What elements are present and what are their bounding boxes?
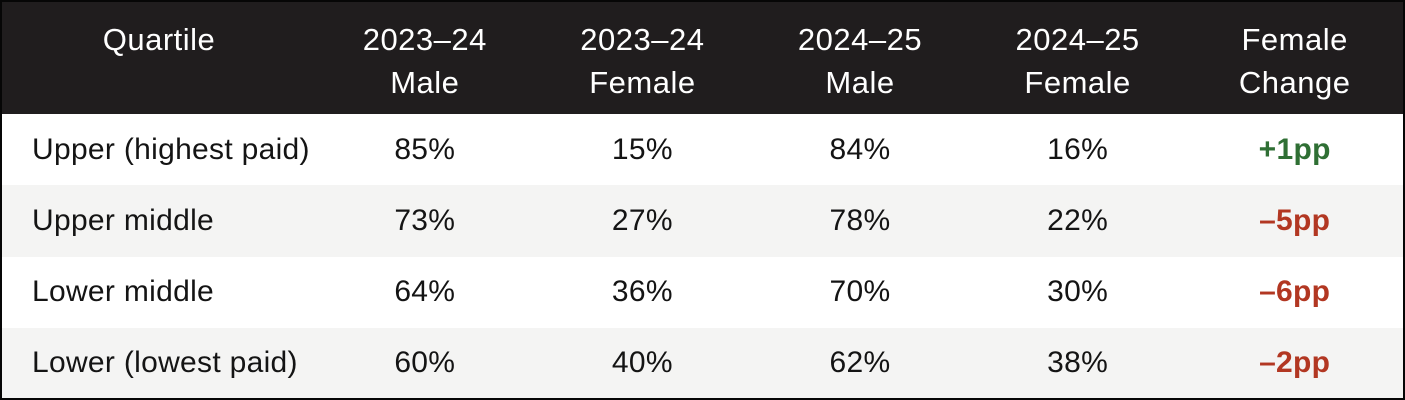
header-2024-25-female-line1: 2024–25	[1015, 22, 1140, 57]
value-2024-25-male: 78%	[829, 203, 891, 237]
header-2023-24-male-line2: Male	[390, 64, 460, 100]
value-2024-25-female: 30%	[1047, 275, 1109, 309]
value-2023-24-male: 60%	[394, 345, 456, 379]
header-female-change-line2: Change	[1238, 64, 1351, 100]
value-2024-25-female: 16%	[1047, 132, 1109, 166]
header-2023-24-female-line1: 2023–24	[580, 22, 705, 57]
value-2023-24-female: 36%	[611, 275, 673, 309]
row-label: Lower (lowest paid)	[32, 345, 298, 379]
value-2023-24-female: 27%	[611, 203, 673, 237]
value-2024-25-female: 38%	[1047, 345, 1109, 379]
value-2024-25-female: 22%	[1047, 203, 1109, 237]
row-label: Lower middle	[32, 275, 215, 309]
value-female-change: –6pp	[1259, 275, 1331, 309]
row-label: Upper (highest paid)	[32, 132, 310, 166]
header-2023-24-female: 2023–24 Female	[534, 1, 752, 114]
header-row: Quartile 2023–24 Male 2023–24 Female 202…	[1, 1, 1404, 114]
value-female-change: –2pp	[1259, 345, 1331, 379]
header-2024-25-male-line1: 2024–25	[797, 22, 923, 57]
row-label: Upper middle	[32, 203, 215, 237]
header-quartile: Quartile	[1, 1, 316, 114]
header-female-change: Female Change	[1186, 1, 1404, 114]
value-2023-24-female: 15%	[611, 132, 673, 166]
table-row-upper: Upper (highest paid) 85% 15% 84% 16% +1p…	[1, 114, 1404, 186]
header-2024-25-female-line2: Female	[1024, 64, 1131, 100]
table-row-upper-middle: Upper middle 73% 27% 78% 22% –5pp	[1, 185, 1404, 257]
header-female-change-line1: Female	[1241, 22, 1348, 57]
table-body: Upper (highest paid) 85% 15% 84% 16% +1p…	[1, 114, 1404, 399]
value-2023-24-male: 73%	[394, 203, 456, 237]
header-2023-24-female-line2: Female	[589, 64, 696, 100]
value-2024-25-male: 70%	[829, 275, 891, 309]
header-2023-24-male: 2023–24 Male	[316, 1, 534, 114]
table-row-lower: Lower (lowest paid) 60% 40% 62% 38% –2pp	[1, 327, 1404, 399]
value-2023-24-female: 40%	[611, 345, 673, 379]
table-header: Quartile 2023–24 Male 2023–24 Female 202…	[1, 1, 1404, 114]
value-2023-24-male: 85%	[394, 132, 456, 166]
header-2024-25-male-line2: Male	[825, 64, 895, 100]
header-2024-25-male: 2024–25 Male	[751, 1, 969, 114]
header-2023-24-male-line1: 2023–24	[362, 22, 487, 57]
header-quartile-line1: Quartile	[102, 22, 216, 57]
value-2024-25-male: 84%	[829, 132, 891, 166]
value-female-change: +1pp	[1258, 132, 1331, 166]
header-2024-25-female: 2024–25 Female	[969, 1, 1187, 114]
value-2024-25-male: 62%	[829, 345, 891, 379]
value-female-change: –5pp	[1259, 203, 1331, 237]
table-row-lower-middle: Lower middle 64% 36% 70% 30% –6pp	[1, 256, 1404, 328]
value-2023-24-male: 64%	[394, 275, 456, 309]
